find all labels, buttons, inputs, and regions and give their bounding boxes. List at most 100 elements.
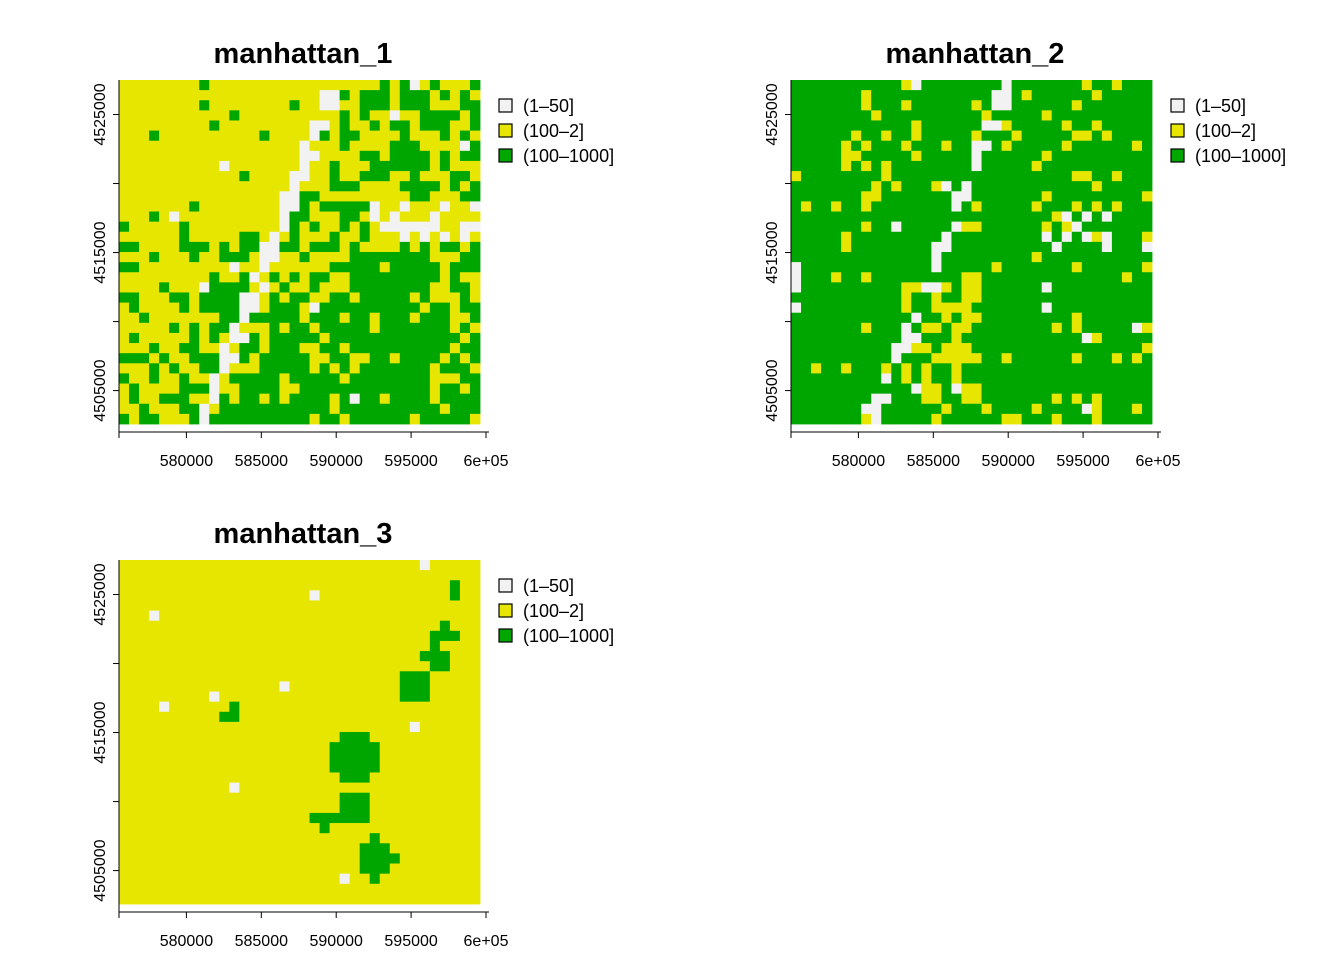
raster-cell [119, 883, 130, 895]
raster-cell [911, 221, 922, 233]
raster-cell [1071, 130, 1083, 142]
raster-cell [369, 843, 381, 854]
raster-cell [319, 762, 330, 773]
raster-cell [449, 762, 461, 773]
raster-cell [299, 742, 310, 753]
raster-cell [239, 620, 250, 632]
raster-cell [971, 393, 982, 405]
raster-cell [439, 711, 451, 723]
raster-cell [369, 292, 381, 303]
raster-cell [149, 302, 160, 314]
raster-cell [249, 661, 260, 672]
raster-cell [299, 782, 310, 794]
raster-cell [921, 322, 932, 334]
raster-cell [1001, 282, 1013, 293]
raster-cell [139, 241, 150, 253]
raster-cell [209, 80, 220, 91]
raster-cell [369, 620, 381, 632]
raster-cell [299, 302, 310, 314]
raster-cell [399, 373, 411, 384]
raster-cell [119, 681, 130, 692]
raster-cell [279, 600, 290, 611]
raster-cell [841, 403, 852, 415]
raster-cell [801, 160, 812, 172]
raster-cell [911, 150, 922, 162]
raster-cell [861, 231, 872, 243]
raster-cell [981, 403, 992, 415]
raster-cell [1131, 130, 1143, 142]
raster-cell [871, 221, 882, 233]
raster-cell [941, 252, 952, 263]
raster-cell [309, 211, 320, 223]
raster-cell [821, 191, 832, 202]
raster-cell [389, 191, 401, 202]
raster-cell [1071, 262, 1083, 273]
raster-cell [459, 701, 471, 713]
raster-cell [1081, 191, 1093, 202]
raster-cell [249, 343, 260, 354]
raster-cell [369, 393, 381, 405]
raster-cell [399, 181, 411, 192]
raster-cell [259, 580, 270, 591]
raster-cell [1021, 302, 1033, 314]
raster-cell [279, 383, 290, 395]
raster-cell [299, 211, 310, 223]
raster-cell [1091, 221, 1103, 233]
raster-cell [389, 231, 401, 243]
legend-label: (100–1000] [523, 146, 614, 166]
raster-cell [841, 332, 852, 344]
raster-cell [359, 691, 371, 703]
raster-cell [469, 191, 481, 202]
raster-cell [791, 302, 802, 314]
raster-cell [259, 782, 270, 794]
raster-cell [389, 343, 401, 354]
raster-cell [821, 221, 832, 233]
raster-cell [319, 752, 330, 763]
raster-cell [299, 671, 310, 682]
raster-cell [149, 742, 160, 753]
raster-cell [329, 252, 341, 263]
raster-cell [289, 231, 300, 243]
raster-cell [179, 160, 190, 172]
raster-cell [189, 343, 200, 354]
raster-cell [429, 823, 441, 834]
raster-cell [179, 620, 190, 632]
raster-cell [1041, 403, 1053, 415]
raster-cell [389, 762, 401, 773]
raster-cell [419, 221, 431, 233]
raster-cell [259, 570, 270, 581]
raster-cell [931, 282, 942, 293]
raster-cell [319, 792, 330, 804]
raster-cell [409, 661, 421, 672]
raster-cell [169, 640, 180, 652]
raster-cell [289, 802, 300, 814]
raster-cell [379, 100, 391, 111]
raster-cell [149, 160, 160, 172]
raster-cell [359, 701, 371, 713]
raster-cell [209, 393, 220, 405]
raster-cell [409, 130, 421, 142]
raster-cell [871, 393, 882, 405]
raster-cell [1011, 100, 1023, 111]
raster-cell [199, 363, 210, 374]
raster-cell [299, 100, 310, 111]
raster-cell [1031, 140, 1043, 152]
raster-cell [1061, 272, 1073, 283]
raster-cell [149, 691, 160, 703]
raster-cell [249, 191, 260, 202]
raster-cell [149, 620, 160, 632]
raster-cell [1051, 403, 1063, 415]
raster-cell [1001, 373, 1013, 384]
raster-cell [379, 833, 391, 844]
raster-cell [329, 802, 341, 814]
raster-cell [891, 312, 902, 324]
raster-cell [911, 80, 922, 91]
raster-cell [139, 363, 150, 374]
raster-cell [199, 343, 210, 354]
raster-cell [991, 221, 1002, 233]
raster-cell [349, 241, 361, 253]
raster-cell [971, 403, 982, 415]
raster-cell [931, 393, 942, 405]
raster-cell [149, 80, 160, 91]
raster-cell [239, 413, 250, 425]
